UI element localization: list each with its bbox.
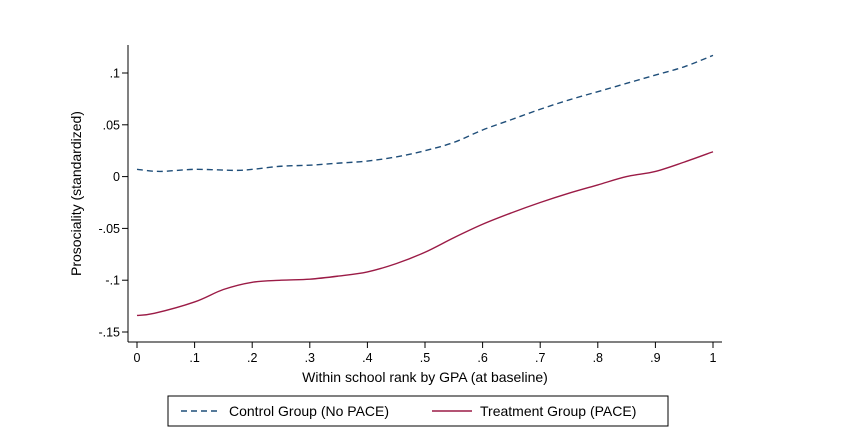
y-tick-label: -.1 — [105, 274, 120, 288]
x-tick-label: .2 — [247, 351, 257, 365]
series-line-treatment — [136, 151, 714, 317]
series-layer — [136, 54, 714, 317]
series-line-control — [136, 54, 714, 173]
y-ticks: .1 .05 0 -.05 -.1 -.15 — [98, 67, 128, 340]
x-tick-label: 0 — [134, 351, 141, 365]
y-tick-label: .1 — [110, 67, 120, 81]
x-tick-label: .6 — [477, 351, 487, 365]
x-ticks: 0 .1 .2 .3 .4 .5 .6 .7 .8 .9 1 — [134, 342, 717, 365]
legend-label-treatment: Treatment Group (PACE) — [480, 403, 636, 419]
x-axis-title: Within school rank by GPA (at baseline) — [302, 369, 548, 385]
x-tick-label: .1 — [189, 351, 199, 365]
x-tick-label: .9 — [650, 351, 660, 365]
y-tick-label: -.15 — [98, 326, 120, 340]
x-tick-label: .4 — [362, 351, 372, 365]
legend-label-control: Control Group (No PACE) — [229, 403, 389, 419]
x-tick-label: .3 — [305, 351, 315, 365]
y-tick-label: 0 — [113, 170, 120, 184]
x-tick-label: .8 — [593, 351, 603, 365]
x-tick-label: .5 — [420, 351, 430, 365]
x-tick-label: 1 — [710, 351, 717, 365]
legend: Control Group (No PACE) Treatment Group … — [167, 395, 669, 427]
y-axis-title: Prosociality (standardized) — [68, 111, 84, 276]
legend-box — [167, 395, 669, 427]
x-tick-label: .7 — [535, 351, 545, 365]
y-tick-label: .05 — [103, 118, 120, 132]
y-tick-label: -.05 — [98, 222, 120, 236]
axes-layer: 0 .1 .2 .3 .4 .5 .6 .7 .8 .9 1 .1 .05 0 -.05 -.1 -.15 — [98, 45, 722, 365]
